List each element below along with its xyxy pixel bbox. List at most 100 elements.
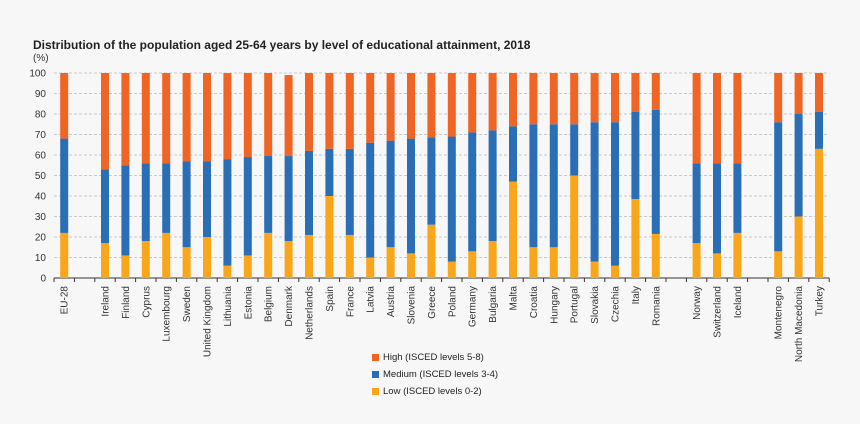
legend-item-high: High (ISCED levels 5-8) — [372, 352, 484, 363]
bar-segment-low — [345, 234, 354, 278]
bar-segment-high — [529, 73, 538, 125]
bar-segment-medium — [651, 109, 660, 234]
bar-segment-medium — [243, 157, 252, 256]
legend-swatch-low — [372, 388, 379, 395]
bar-segment-low — [203, 237, 211, 278]
bar-segment-low — [284, 241, 293, 278]
x-tick-label: Portugal — [570, 286, 581, 323]
bar-segment-high — [203, 73, 211, 162]
y-tick-label: 70 — [35, 130, 47, 141]
x-tick-label: Estonia — [243, 286, 254, 320]
x-tick-label: Ireland — [101, 286, 112, 317]
bar-segment-medium — [590, 122, 599, 262]
y-tick-label: 20 — [35, 233, 47, 244]
x-tick-label: Netherlands — [305, 286, 316, 340]
bar-segment-medium — [774, 122, 783, 252]
x-tick-label: Denmark — [284, 285, 295, 327]
bar-segment-medium — [203, 161, 211, 237]
bar-segment-high — [407, 73, 415, 139]
bar-segment-medium — [345, 148, 354, 235]
x-tick-label: Iceland — [733, 286, 744, 318]
bar-segment-high — [141, 73, 150, 164]
chart-title: Distribution of the population aged 25-6… — [33, 38, 531, 52]
bar-segment-low — [101, 243, 109, 278]
bar-segment-low — [386, 247, 395, 278]
x-tick-label: Switzerland — [713, 286, 724, 338]
x-tick-label: Croatia — [529, 286, 540, 319]
x-tick-label: Cyprus — [141, 286, 152, 318]
x-tick-label: Hungary — [549, 286, 560, 324]
bar-segment-high — [651, 73, 660, 110]
x-tick-label: Bulgaria — [488, 286, 499, 323]
bar-segment-medium — [611, 122, 619, 266]
bar-segment-high — [162, 73, 171, 164]
bar-segment-high — [774, 73, 783, 123]
bar-segment-high — [345, 73, 354, 149]
bar-segment-high — [366, 73, 375, 143]
bar-segment-medium — [427, 137, 436, 225]
bar-segment-high — [631, 73, 640, 112]
x-tick-label: Greece — [427, 286, 438, 319]
x-tick-label: Austria — [386, 286, 397, 318]
bar-segment-medium — [305, 150, 313, 235]
bar-segment-high — [468, 73, 477, 133]
y-tick-label: 50 — [35, 171, 47, 182]
bar-segment-low — [631, 199, 640, 278]
bar-segment-high — [794, 73, 803, 114]
x-tick-label: Malta — [509, 286, 520, 311]
bar-segment-medium — [794, 114, 803, 217]
bar-segment-medium — [101, 169, 109, 244]
bar-segment-low — [162, 232, 171, 278]
bar-segment-low — [549, 247, 558, 278]
bar-segment-low — [243, 255, 252, 278]
bar-segment-medium — [529, 124, 538, 248]
bar-segment-high — [284, 75, 293, 157]
x-tick-label: North Macedonia — [794, 286, 805, 363]
bar-segment-high — [427, 73, 436, 138]
bar-segment-high — [549, 73, 558, 125]
bar-segment-medium — [692, 163, 701, 244]
x-tick-label: Romania — [651, 286, 662, 326]
bar-segment-medium — [733, 163, 742, 233]
bar-segment-high — [713, 73, 721, 164]
legend-label-high: High (ISCED levels 5-8) — [383, 352, 484, 363]
bar-segment-low — [509, 181, 517, 278]
bar-segment-high — [305, 73, 313, 151]
bar-segment-low — [794, 216, 803, 278]
x-tick-label: Lithuania — [223, 286, 234, 327]
y-tick-label: 30 — [35, 212, 47, 223]
legend-label-medium: Medium (ISCED levels 3-4) — [383, 369, 499, 380]
bar-segment-low — [447, 261, 456, 278]
bar-segment-low — [692, 243, 701, 278]
bar-segment-high — [325, 73, 334, 149]
bar-segment-medium — [570, 124, 579, 176]
bar-segment-high — [692, 73, 701, 164]
x-tick-label: Italy — [631, 286, 642, 304]
x-tick-label: Finland — [121, 286, 132, 319]
bar-segment-high — [182, 73, 191, 162]
y-tick-label: 90 — [35, 89, 47, 100]
bar-segment-medium — [509, 126, 517, 182]
bar-segment-low — [427, 224, 436, 278]
bar-segment-low — [529, 247, 538, 278]
bar-segment-low — [407, 253, 415, 278]
bar-segment-low — [570, 175, 579, 278]
x-tick-label: Slovakia — [590, 286, 601, 324]
bar-segment-low — [713, 253, 721, 278]
bar-segment-medium — [549, 124, 558, 248]
x-tick-label: Sweden — [182, 286, 193, 322]
bar-segment-medium — [386, 140, 395, 248]
y-tick-label: 10 — [35, 253, 47, 264]
x-tick-label: Montenegro — [774, 286, 785, 340]
bar-segment-high — [488, 73, 497, 131]
y-tick-label: 40 — [35, 192, 47, 203]
bar-segment-high — [815, 73, 823, 112]
bar-segment-low — [141, 241, 150, 278]
x-tick-label: Latvia — [366, 286, 377, 313]
x-tick-label: Spain — [325, 286, 336, 312]
y-tick-label: 0 — [40, 274, 46, 285]
x-tick-label: France — [345, 286, 356, 318]
bar-segment-low — [651, 233, 660, 278]
y-tick-label: 100 — [29, 69, 46, 80]
